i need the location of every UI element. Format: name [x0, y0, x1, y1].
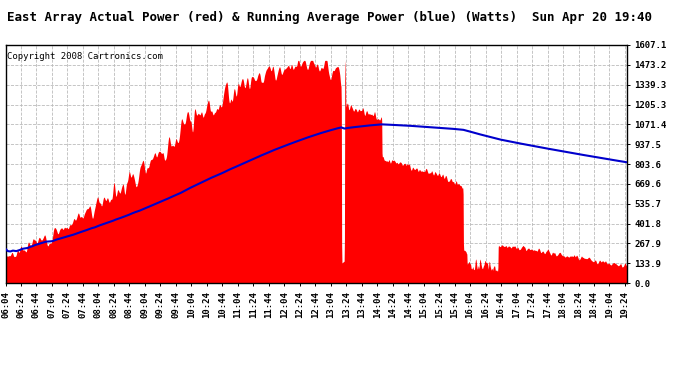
Text: Copyright 2008 Cartronics.com: Copyright 2008 Cartronics.com — [7, 52, 163, 61]
Text: East Array Actual Power (red) & Running Average Power (blue) (Watts)  Sun Apr 20: East Array Actual Power (red) & Running … — [7, 11, 652, 24]
